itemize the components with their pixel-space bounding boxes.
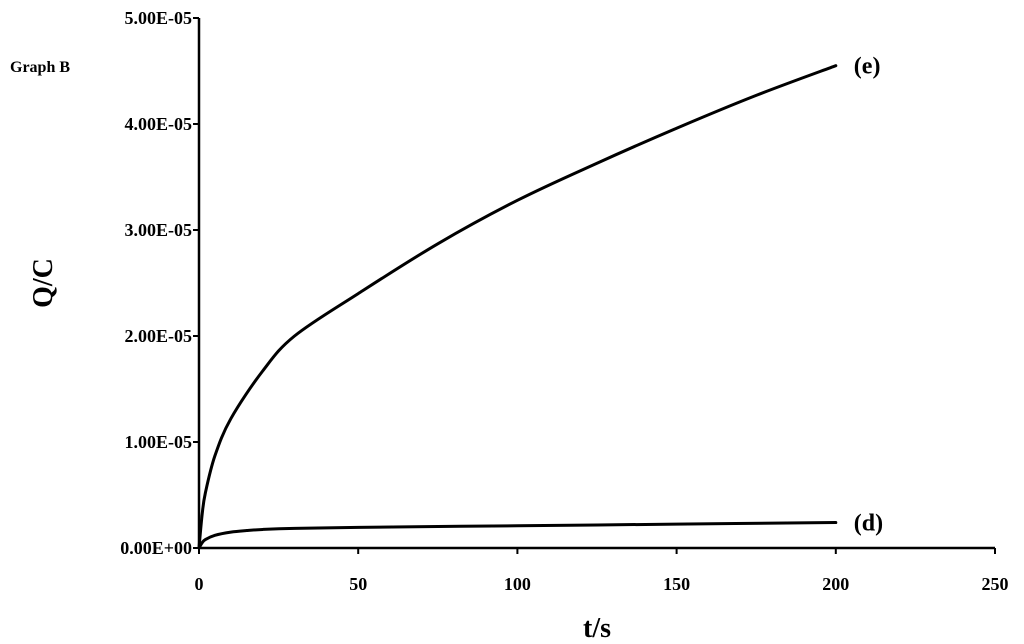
graph-title: Graph B — [10, 59, 70, 76]
y-ticks: 0.00E+00 1.00E-05 2.00E-05 3.00E-05 4.00E-05… — [120, 8, 199, 558]
y-tick-label: 1.00E-05 — [125, 432, 193, 452]
series-line-e — [197, 64, 838, 550]
x-tick-label: 100 — [504, 574, 531, 594]
x-tick-label: 0 — [195, 574, 204, 594]
y-axis-title: Q/C — [28, 258, 59, 308]
x-ticks: 0 50 100 150 200 250 — [195, 548, 1009, 594]
y-tick-label: 3.00E-05 — [125, 220, 193, 240]
y-tick-label: 2.00E-05 — [125, 326, 193, 346]
series-label-e: (e) — [854, 54, 881, 80]
y-tick-label: 0.00E+00 — [120, 538, 192, 558]
y-tick-label: 5.00E-05 — [125, 8, 193, 28]
x-axis-title: t/s — [583, 613, 611, 644]
series-line-d — [197, 521, 838, 550]
axes — [197, 18, 995, 550]
x-tick-label: 200 — [822, 574, 849, 594]
series-group: (e) (d) — [197, 54, 883, 550]
x-tick-label: 150 — [663, 574, 690, 594]
x-tick-label: 50 — [349, 574, 367, 594]
x-tick-label: 250 — [982, 574, 1009, 594]
y-tick-label: 4.00E-05 — [125, 114, 193, 134]
series-label-d: (d) — [854, 511, 883, 537]
